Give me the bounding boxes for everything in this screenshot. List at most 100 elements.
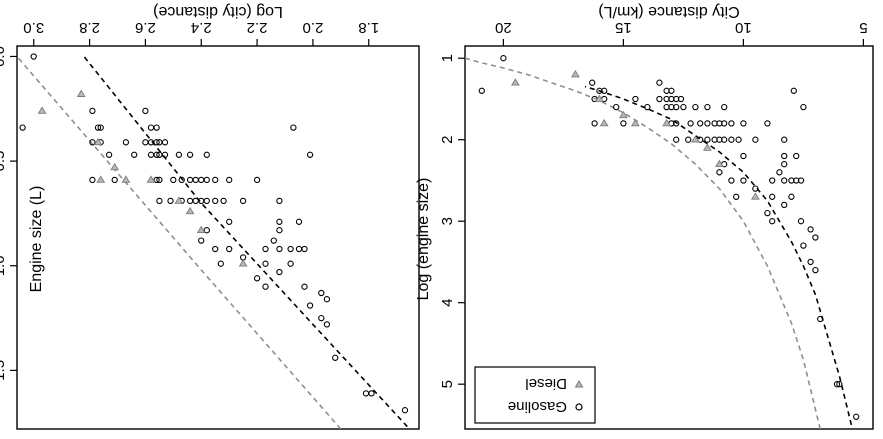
gasoline-point	[226, 245, 233, 253]
gasoline-point	[812, 234, 819, 241]
gasoline-point	[704, 103, 711, 111]
diesel-point	[662, 118, 671, 127]
gasoline-point	[769, 193, 776, 200]
gasoline-point	[192, 197, 199, 205]
gasoline-point	[632, 95, 639, 103]
rotated-figure-group: 5 10 15 20 1 2 3 4 5 City distance (km/L) Engin…	[0, 3, 874, 430]
gasoline-point	[728, 136, 735, 143]
y-tick-label: 1.0	[0, 255, 8, 276]
gasoline-point	[401, 407, 409, 414]
gasoline-point	[764, 209, 771, 217]
x-axis-title: Log (city distance)	[153, 3, 283, 20]
gasoline-point	[198, 237, 205, 244]
gasoline-point	[217, 260, 224, 267]
gasoline-point	[186, 151, 194, 158]
diesel-point	[185, 206, 195, 215]
x-tick-label: 2.2	[247, 19, 268, 36]
diesel-point	[571, 70, 580, 78]
gasoline-point	[836, 381, 843, 388]
data-points	[478, 55, 860, 420]
gasoline-point	[697, 120, 704, 127]
gasoline-point	[781, 161, 788, 168]
x-axis-ticks: 1.8 2.0 2.2 2.4 2.6 2.8 3.0	[23, 19, 379, 46]
gasoline-point	[203, 176, 210, 184]
gasoline-point	[318, 289, 325, 297]
y-tick-label: 5	[439, 380, 456, 388]
gasoline-point	[262, 283, 269, 290]
gasoline-point	[156, 139, 163, 146]
gasoline-point	[89, 176, 96, 184]
gasoline-point	[156, 197, 163, 205]
gasoline-point	[239, 254, 247, 261]
gasoline-point	[239, 197, 247, 205]
x-tick-label: 3.0	[23, 19, 44, 36]
gasoline-point	[306, 151, 314, 158]
gasoline-point	[790, 87, 797, 94]
diesel-point	[631, 118, 640, 127]
gasoline-point	[262, 245, 269, 253]
gasoline-point	[89, 139, 96, 146]
gasoline-point	[776, 169, 783, 176]
gasoline-point	[807, 226, 814, 233]
gasoline-point	[203, 151, 210, 158]
gasoline-point	[721, 103, 728, 111]
gasoline-point	[186, 176, 194, 184]
diesel-point	[37, 106, 47, 114]
gasoline-point	[656, 79, 663, 86]
y-axis-title: Log (engine size)	[415, 178, 432, 301]
gasoline-point	[781, 201, 788, 209]
x-tick-label: 2.0	[302, 19, 323, 36]
gasoline-point	[192, 176, 199, 184]
gasoline-point	[620, 120, 627, 127]
gasoline-point	[589, 79, 596, 86]
legend-diesel-marker	[574, 380, 584, 388]
gasoline-point	[212, 245, 219, 253]
gasoline-point	[781, 152, 788, 160]
legend-gasoline-marker	[575, 403, 583, 411]
diesel-point	[715, 159, 724, 168]
diesel-point	[110, 162, 120, 171]
gasoline-point	[781, 177, 788, 184]
gasoline-point	[122, 139, 130, 146]
panel-log-city-distance: 1.8 2.0 2.2 2.4 2.6 2.8 3.0 0.0 0.5 1.0 1.5 Log (…	[0, 3, 432, 430]
gasoline-point	[500, 55, 507, 62]
gasoline-point	[323, 296, 331, 303]
gasoline-point	[692, 103, 699, 111]
x-tick-label: 2.4	[191, 19, 212, 36]
panel-city-distance: 5 10 15 20 1 2 3 4 5 City distance (km/L) Engin…	[28, 3, 874, 430]
y-axis-title: Engine size (L)	[28, 186, 45, 293]
gasoline-point	[186, 197, 194, 205]
gasoline-point	[781, 136, 788, 143]
gasoline-point	[716, 169, 723, 176]
gasoline-point	[175, 151, 183, 158]
gasoline-point	[203, 197, 210, 205]
gasoline-point	[793, 152, 800, 160]
gasoline-point	[323, 321, 331, 328]
gasoline-point	[142, 139, 149, 146]
gasoline-point	[478, 87, 485, 94]
gasoline-point	[203, 227, 210, 234]
legend-box	[474, 366, 596, 424]
gasoline-point	[362, 390, 370, 397]
gasoline-point	[270, 237, 277, 244]
gasoline-point	[596, 87, 603, 94]
gasoline-point	[680, 103, 687, 111]
diesel-point	[93, 137, 103, 146]
gasoline-point	[276, 268, 283, 276]
gasoline-point	[276, 245, 283, 253]
gasoline-point	[704, 120, 711, 127]
gasoline-point	[833, 381, 841, 388]
gasoline-point	[740, 120, 747, 127]
gasoline-point	[97, 124, 104, 131]
diesel-point	[238, 259, 248, 267]
gasoline-point	[226, 218, 233, 225]
gasoline-point	[644, 103, 651, 111]
x-tick-label: 1.8	[358, 19, 379, 36]
gasoline-point	[711, 136, 718, 143]
x-axis-ticks: 5 10 15 20	[495, 19, 868, 46]
gasoline-point	[752, 136, 759, 143]
gasoline-point	[663, 87, 670, 94]
gasoline-point	[663, 95, 670, 103]
gasoline-point	[318, 314, 325, 322]
